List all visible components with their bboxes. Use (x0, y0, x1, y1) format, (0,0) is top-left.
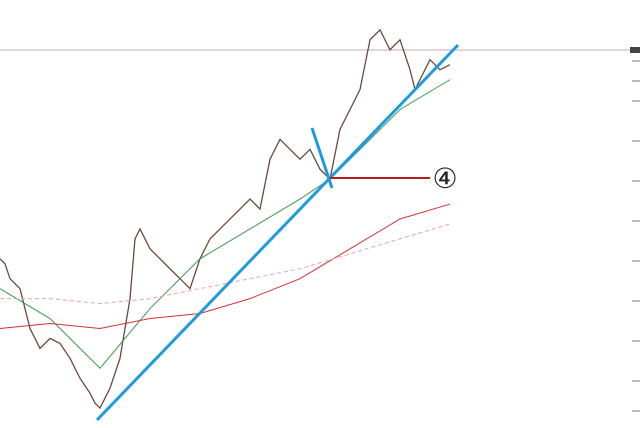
price-scale (630, 47, 640, 412)
series-line (0, 223, 451, 305)
series-line (0, 28, 451, 410)
annotation: ④ (432, 162, 457, 195)
trendline (310, 127, 334, 189)
series-line (0, 79, 451, 370)
series-line (0, 203, 451, 329)
trendline (95, 43, 460, 422)
